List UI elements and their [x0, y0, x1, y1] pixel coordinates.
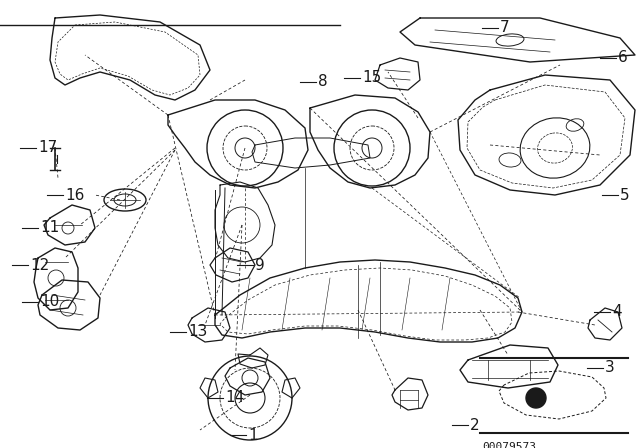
Text: 12: 12: [30, 258, 49, 272]
Text: 5: 5: [620, 188, 630, 202]
Text: 9: 9: [255, 258, 265, 272]
Text: 4: 4: [612, 305, 621, 319]
Text: 11: 11: [40, 220, 60, 236]
Text: 00079573: 00079573: [482, 442, 536, 448]
Text: 16: 16: [65, 188, 84, 202]
Text: 8: 8: [318, 74, 328, 90]
Text: 17: 17: [38, 141, 57, 155]
Text: 15: 15: [362, 70, 381, 86]
Text: 10: 10: [40, 294, 60, 310]
Text: 2: 2: [470, 418, 479, 432]
Circle shape: [526, 388, 546, 408]
Text: 6: 6: [618, 51, 628, 65]
Text: 7: 7: [500, 21, 509, 35]
Text: 14: 14: [225, 391, 244, 405]
Text: 13: 13: [188, 324, 207, 340]
Text: 3: 3: [605, 361, 615, 375]
Text: 1: 1: [248, 427, 258, 443]
